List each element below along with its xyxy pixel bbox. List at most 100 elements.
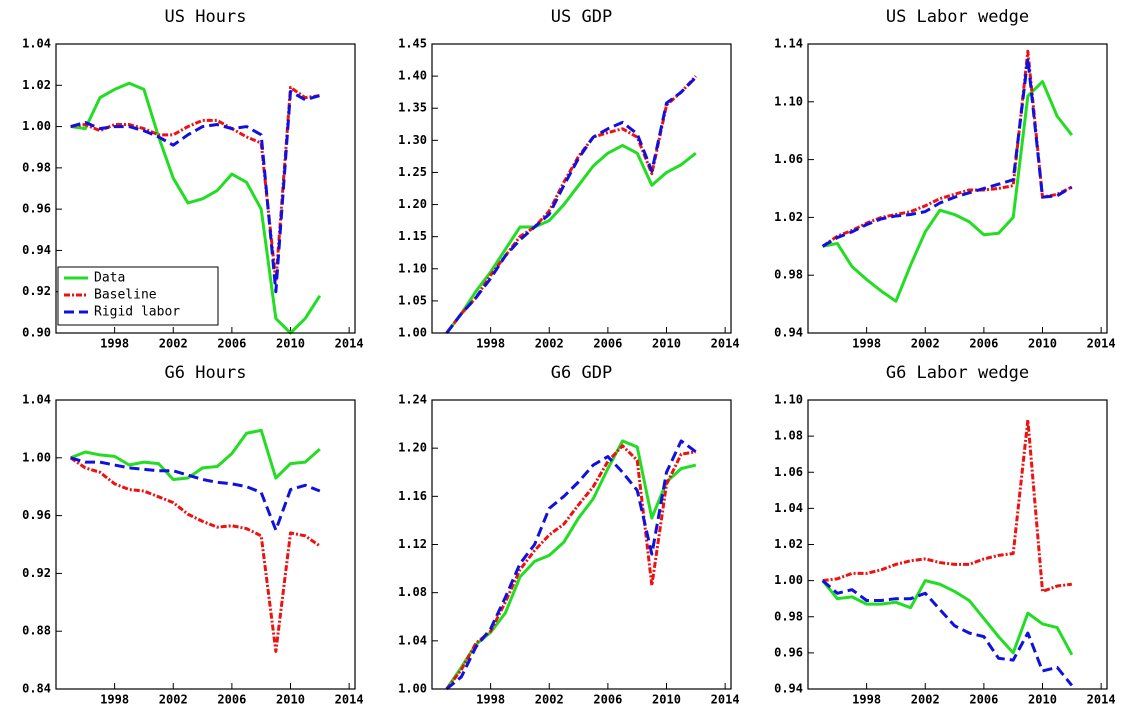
chart-title: US Labor wedge: [886, 7, 1029, 27]
x-tick-label: 2002: [911, 337, 940, 351]
legend-label: Baseline: [94, 288, 157, 303]
y-tick-label: 1.30: [398, 133, 427, 147]
x-tick-label: 2002: [535, 337, 564, 351]
x-tick-label: 1998: [852, 693, 881, 706]
x-tick-label: 2014: [335, 337, 364, 351]
y-tick-label: 1.05: [398, 293, 427, 307]
y-tick-label: 0.92: [22, 566, 51, 580]
y-tick-label: 1.10: [774, 94, 803, 108]
x-tick-label: 2006: [969, 693, 998, 706]
y-tick-label: 0.96: [774, 645, 803, 659]
y-tick-label: 1.06: [774, 465, 803, 479]
series-line: [821, 579, 1073, 687]
x-tick-label: 1998: [100, 693, 129, 706]
x-tick-label: 2014: [711, 693, 740, 706]
y-tick-label: 1.12: [398, 537, 427, 551]
y-tick-label: 1.45: [398, 37, 427, 51]
y-tick-label: 0.88: [22, 624, 51, 638]
plot-frame: [55, 43, 356, 334]
x-tick-label: 2014: [335, 693, 364, 706]
y-tick-label: 0.94: [22, 243, 51, 257]
y-tick-label: 1.08: [398, 585, 427, 599]
x-tick-label: 2014: [1087, 693, 1116, 706]
y-tick-label: 1.14: [774, 37, 803, 51]
series-line: [821, 49, 1073, 248]
chart-title: US Hours: [165, 7, 247, 27]
y-tick-label: 0.98: [774, 268, 803, 282]
series-line: [70, 81, 322, 335]
legend-label: Rigid labor: [94, 305, 180, 320]
y-tick-label: 1.10: [774, 393, 803, 407]
series-line: [821, 579, 1074, 656]
series-line: [822, 418, 1073, 593]
y-tick-label: 1.06: [774, 152, 803, 166]
y-tick-label: 1.20: [398, 197, 427, 211]
x-tick-label: 2006: [217, 337, 246, 351]
y-tick-label: 1.25: [398, 165, 427, 179]
y-tick-label: 1.40: [398, 69, 427, 83]
y-tick-label: 1.00: [774, 573, 803, 587]
x-tick-label: 2010: [1028, 693, 1057, 706]
x-tick-label: 2010: [652, 337, 681, 351]
y-tick-label: 1.15: [398, 229, 427, 243]
y-tick-label: 1.02: [774, 537, 803, 551]
x-tick-label: 2006: [593, 337, 622, 351]
series-line: [445, 75, 697, 334]
y-tick-label: 1.02: [774, 210, 803, 224]
y-tick-label: 1.04: [22, 37, 51, 51]
series-line: [445, 143, 697, 334]
plot-frame: [807, 399, 1108, 690]
series-line: [69, 456, 321, 653]
series-line: [445, 439, 697, 691]
y-tick-label: 1.08: [774, 429, 803, 443]
y-tick-label: 1.00: [398, 326, 427, 340]
y-tick-label: 0.94: [774, 326, 803, 340]
y-tick-label: 1.00: [22, 450, 51, 464]
series-line: [70, 89, 321, 294]
chart-title: G6 Hours: [165, 363, 247, 383]
series-line: [70, 428, 321, 481]
y-tick-label: 1.04: [774, 501, 803, 515]
y-tick-label: 0.96: [22, 202, 51, 216]
y-tick-label: 0.98: [22, 160, 51, 174]
y-tick-label: 1.20: [398, 441, 427, 455]
y-tick-label: 1.10: [398, 261, 427, 275]
x-tick-label: 2002: [911, 693, 940, 706]
plot-frame: [431, 399, 732, 690]
legend-label: Data: [94, 271, 125, 286]
y-tick-label: 1.24: [398, 393, 427, 407]
y-tick-label: 0.90: [22, 326, 51, 340]
series-line: [445, 444, 697, 690]
x-tick-label: 2010: [652, 693, 681, 706]
x-tick-label: 1998: [100, 337, 129, 351]
series-line: [445, 76, 697, 334]
x-tick-label: 2002: [535, 693, 564, 706]
x-tick-label: 2014: [711, 337, 740, 351]
x-tick-label: 2006: [593, 693, 622, 706]
x-tick-label: 2010: [1028, 337, 1057, 351]
chart-title: G6 Labor wedge: [886, 363, 1029, 383]
series-line: [70, 456, 321, 532]
x-tick-label: 1998: [852, 337, 881, 351]
y-tick-label: 0.94: [774, 682, 803, 696]
chart-title: US GDP: [551, 7, 612, 27]
y-tick-label: 0.92: [22, 284, 51, 298]
y-tick-label: 1.16: [398, 489, 427, 503]
series-line: [821, 56, 1073, 248]
y-tick-label: 1.00: [398, 682, 427, 696]
y-tick-label: 0.84: [22, 682, 51, 696]
y-tick-label: 1.35: [398, 101, 427, 115]
x-tick-label: 2014: [1087, 337, 1116, 351]
y-tick-label: 0.96: [22, 508, 51, 522]
x-tick-label: 2010: [276, 337, 305, 351]
x-tick-label: 2002: [159, 693, 188, 706]
y-tick-label: 1.04: [398, 633, 427, 647]
x-tick-label: 2010: [276, 693, 305, 706]
chart-title: G6 GDP: [551, 363, 612, 383]
x-tick-label: 1998: [476, 337, 505, 351]
plot-frame: [807, 43, 1108, 334]
x-tick-label: 2006: [969, 337, 998, 351]
x-tick-label: 2002: [159, 337, 188, 351]
